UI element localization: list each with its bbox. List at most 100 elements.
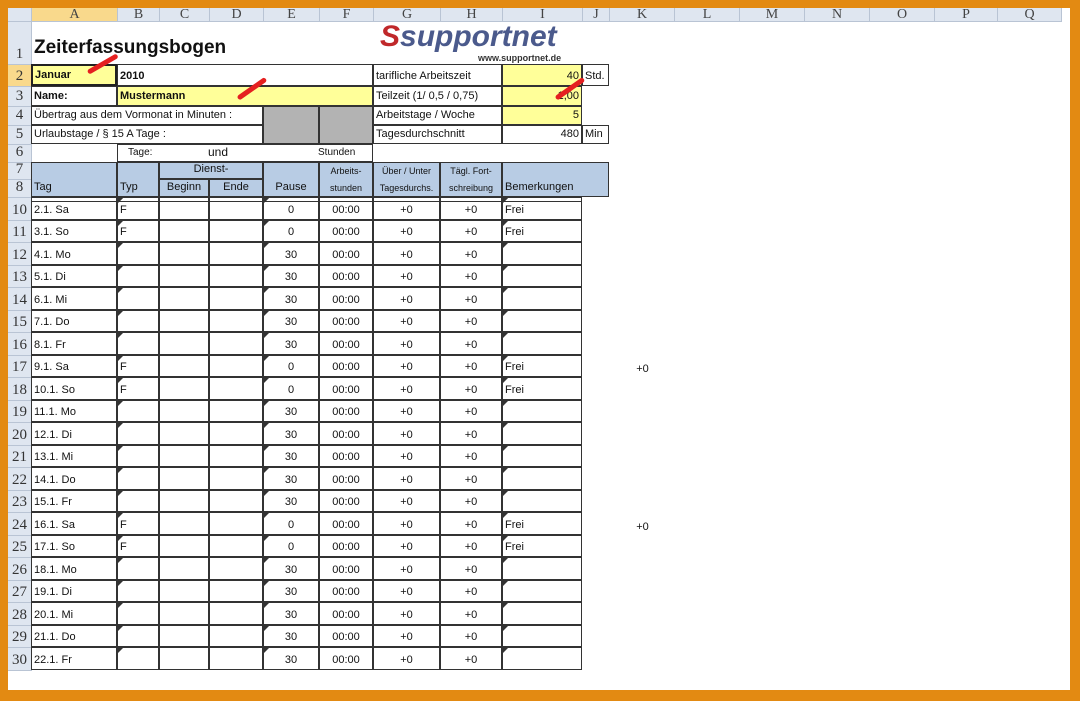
day-cell[interactable]: 13.1. Mi	[31, 445, 117, 467]
type-cell[interactable]	[117, 400, 159, 422]
remarks-cell[interactable]	[502, 310, 582, 332]
begin-cell[interactable]	[159, 377, 209, 400]
end-cell[interactable]	[209, 220, 263, 242]
over-under-cell[interactable]: +0	[373, 535, 440, 557]
pause-cell[interactable]: 30	[263, 445, 319, 467]
row-header-22[interactable]: 22	[8, 468, 32, 491]
column-header-M[interactable]: M	[740, 8, 805, 22]
remarks-cell[interactable]	[502, 445, 582, 467]
day-cell[interactable]: 9.1. Sa	[31, 355, 117, 377]
type-cell[interactable]: F	[117, 197, 159, 220]
remarks-cell[interactable]	[502, 400, 582, 422]
pause-cell[interactable]: 30	[263, 625, 319, 647]
pause-cell[interactable]: 30	[263, 490, 319, 512]
pause-cell[interactable]: 30	[263, 332, 319, 355]
hours-cell[interactable]: 00:00	[319, 220, 373, 242]
row-header-12[interactable]: 12	[8, 243, 32, 266]
hours-cell[interactable]: 00:00	[319, 377, 373, 400]
row-header-24[interactable]: 24	[8, 513, 32, 536]
begin-cell[interactable]	[159, 400, 209, 422]
over-under-cell[interactable]: +0	[373, 647, 440, 670]
hours-cell[interactable]: 00:00	[319, 557, 373, 580]
remarks-cell[interactable]: Frei	[502, 355, 582, 377]
end-cell[interactable]	[209, 557, 263, 580]
row-header-6[interactable]: 6	[8, 145, 32, 163]
begin-cell[interactable]	[159, 580, 209, 602]
header-ueber-1[interactable]: Über / Unter	[373, 162, 440, 179]
header-tag[interactable]: Tag	[31, 162, 117, 197]
begin-cell[interactable]	[159, 287, 209, 310]
carry-forward-cell[interactable]: +0	[440, 287, 502, 310]
day-cell[interactable]: 18.1. Mo	[31, 557, 117, 580]
type-cell[interactable]	[117, 422, 159, 445]
days-box[interactable]: Tage: und Stunden	[117, 144, 373, 162]
carry-forward-cell[interactable]: +0	[440, 625, 502, 647]
carry-forward-cell[interactable]: +0	[440, 400, 502, 422]
row-header-10[interactable]: 10	[8, 198, 32, 221]
column-header-P[interactable]: P	[935, 8, 998, 22]
end-cell[interactable]	[209, 422, 263, 445]
remarks-cell[interactable]	[502, 265, 582, 287]
day-cell[interactable]: 17.1. So	[31, 535, 117, 557]
day-cell[interactable]: 2.1. Sa	[31, 197, 117, 220]
end-cell[interactable]	[209, 535, 263, 557]
carry-forward-cell[interactable]: +0	[440, 535, 502, 557]
carry-forward-cell[interactable]: +0	[440, 242, 502, 265]
over-under-cell[interactable]: +0	[373, 512, 440, 535]
column-header-N[interactable]: N	[805, 8, 870, 22]
remarks-cell[interactable]	[502, 647, 582, 670]
hours-cell[interactable]: 00:00	[319, 535, 373, 557]
type-cell[interactable]	[117, 287, 159, 310]
column-header-Q[interactable]: Q	[998, 8, 1062, 22]
hours-cell[interactable]: 00:00	[319, 647, 373, 670]
remarks-cell[interactable]: Frei	[502, 377, 582, 400]
tarif-unit[interactable]: Std.	[582, 64, 609, 86]
remarks-cell[interactable]	[502, 242, 582, 265]
carry-forward-cell[interactable]: +0	[440, 377, 502, 400]
hours-cell[interactable]: 00:00	[319, 602, 373, 625]
type-cell[interactable]	[117, 332, 159, 355]
hours-cell[interactable]: 00:00	[319, 400, 373, 422]
pause-cell[interactable]: 0	[263, 355, 319, 377]
over-under-cell[interactable]: +0	[373, 422, 440, 445]
end-cell[interactable]	[209, 355, 263, 377]
begin-cell[interactable]	[159, 310, 209, 332]
carry-forward-cell[interactable]: +0	[440, 220, 502, 242]
row-header-16[interactable]: 16	[8, 333, 32, 356]
pause-cell[interactable]: 30	[263, 602, 319, 625]
hours-cell[interactable]: 00:00	[319, 310, 373, 332]
day-cell[interactable]: 6.1. Mi	[31, 287, 117, 310]
type-cell[interactable]: F	[117, 512, 159, 535]
hours-cell[interactable]: 00:00	[319, 422, 373, 445]
remarks-cell[interactable]: Frei	[502, 535, 582, 557]
column-header-B[interactable]: B	[118, 8, 160, 22]
hours-cell[interactable]: 00:00	[319, 445, 373, 467]
carry-grey-1[interactable]	[263, 106, 319, 144]
column-header-K[interactable]: K	[610, 8, 675, 22]
name-label[interactable]: Name:	[31, 86, 117, 106]
pause-cell[interactable]: 30	[263, 287, 319, 310]
over-under-cell[interactable]: +0	[373, 377, 440, 400]
remarks-cell[interactable]	[502, 557, 582, 580]
begin-cell[interactable]	[159, 197, 209, 220]
over-under-cell[interactable]: +0	[373, 557, 440, 580]
tarif-label[interactable]: tarifliche Arbeitszeit	[373, 64, 502, 86]
hours-cell[interactable]: 00:00	[319, 625, 373, 647]
column-header-D[interactable]: D	[210, 8, 264, 22]
day-cell[interactable]: 20.1. Mi	[31, 602, 117, 625]
carry-forward-cell[interactable]: +0	[440, 422, 502, 445]
carry-forward-cell[interactable]: +0	[440, 332, 502, 355]
column-header-L[interactable]: L	[675, 8, 740, 22]
row-header-1[interactable]: 1	[8, 22, 32, 65]
hours-cell[interactable]: 00:00	[319, 355, 373, 377]
arbeitstage-value[interactable]: 5	[502, 106, 582, 125]
begin-cell[interactable]	[159, 220, 209, 242]
remarks-cell[interactable]	[502, 625, 582, 647]
over-under-cell[interactable]: +0	[373, 310, 440, 332]
hours-cell[interactable]: 00:00	[319, 287, 373, 310]
hours-cell[interactable]: 00:00	[319, 490, 373, 512]
over-under-cell[interactable]: +0	[373, 400, 440, 422]
remarks-cell[interactable]: Frei	[502, 512, 582, 535]
over-under-cell[interactable]: +0	[373, 287, 440, 310]
pause-cell[interactable]: 30	[263, 647, 319, 670]
